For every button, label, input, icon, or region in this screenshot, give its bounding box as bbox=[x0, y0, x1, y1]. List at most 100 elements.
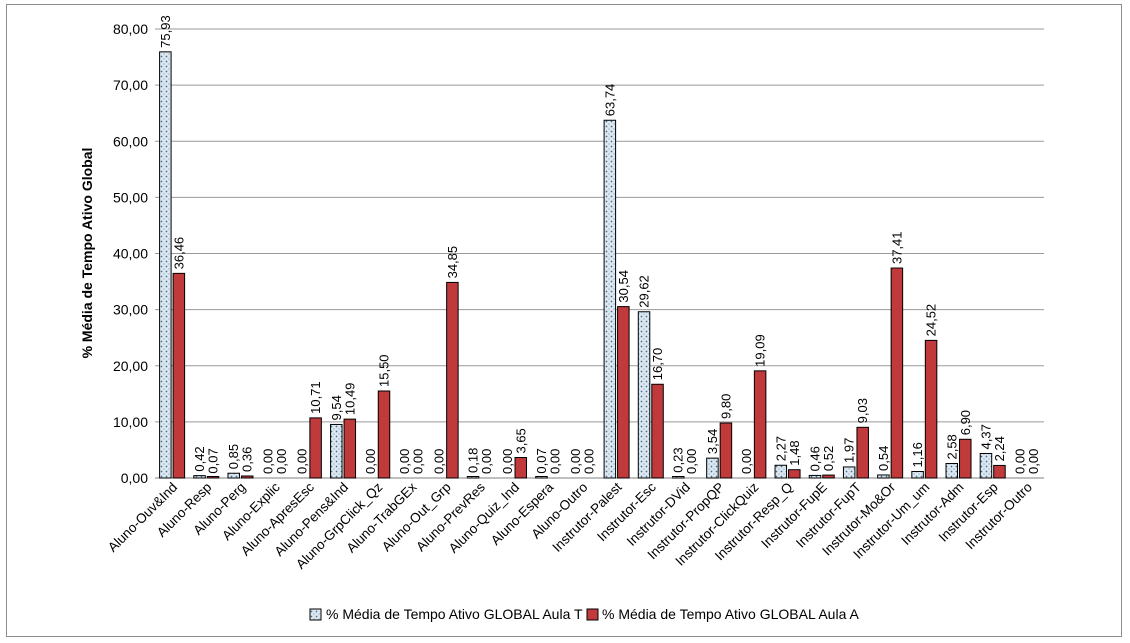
data-label: 63,74 bbox=[602, 84, 617, 117]
bar-aula-t bbox=[945, 463, 959, 479]
gridlines bbox=[155, 28, 1044, 479]
data-label: 0,00 bbox=[1026, 449, 1041, 474]
data-label: 36,46 bbox=[171, 237, 186, 270]
bar-aula-a bbox=[822, 474, 835, 479]
data-label: 2,58 bbox=[944, 434, 959, 459]
bars bbox=[159, 51, 1006, 479]
y-axis-ticks: 0,00 10,00 20,00 30,00 40,00 50,00 60,00 70,00 8… bbox=[113, 21, 148, 486]
data-label: 0,23 bbox=[671, 447, 686, 472]
bar-aula-t bbox=[159, 51, 172, 479]
data-label: 0,00 bbox=[582, 449, 597, 474]
data-label: 0,07 bbox=[206, 448, 221, 473]
data-label: 0,00 bbox=[295, 449, 310, 474]
data-label: 0,00 bbox=[431, 449, 446, 474]
bar-aula-a bbox=[788, 469, 801, 479]
x-axis-ticks: Aluno-Ouv&IndAluno-RespAluno-PergAluno-E… bbox=[105, 479, 1035, 572]
data-label: 37,41 bbox=[889, 231, 904, 264]
y-tick-label: 20,00 bbox=[113, 358, 148, 374]
data-label: 0,00 bbox=[500, 449, 515, 474]
y-tick-label: 40,00 bbox=[113, 246, 148, 262]
data-label: 0,00 bbox=[479, 449, 494, 474]
y-tick-label: 30,00 bbox=[113, 302, 148, 318]
data-label: 0,52 bbox=[821, 446, 836, 471]
legend-swatch-aula-t bbox=[309, 608, 322, 621]
data-label: 0,00 bbox=[684, 449, 699, 474]
legend-label-aula-a: % Média de Tempo Ativo GLOBAL Aula A bbox=[602, 606, 859, 622]
data-label: 29,62 bbox=[637, 275, 652, 308]
bar-aula-a bbox=[514, 457, 528, 479]
y-tick-label: 70,00 bbox=[113, 77, 148, 93]
bar-aula-t bbox=[330, 423, 343, 479]
data-label: 9,80 bbox=[718, 394, 733, 419]
data-label: 75,93 bbox=[158, 15, 173, 48]
bar-aula-t bbox=[774, 464, 788, 479]
bar-aula-a bbox=[753, 370, 767, 479]
y-tick-label: 10,00 bbox=[113, 414, 148, 430]
data-label: 0,00 bbox=[568, 449, 583, 474]
data-label: 3,65 bbox=[513, 428, 528, 453]
data-label: 2,24 bbox=[992, 436, 1007, 461]
bar-aula-a bbox=[240, 475, 254, 479]
data-label: 10,71 bbox=[308, 381, 323, 414]
bar-aula-a bbox=[377, 390, 391, 479]
data-label: 24,52 bbox=[924, 304, 939, 337]
data-label: 2,27 bbox=[773, 436, 788, 461]
bar-aula-a bbox=[309, 417, 322, 479]
data-label: 0,00 bbox=[1013, 449, 1028, 474]
data-label: 30,54 bbox=[616, 270, 631, 303]
bar-aula-t bbox=[637, 311, 651, 479]
data-label: 1,97 bbox=[842, 438, 857, 463]
bar-aula-a bbox=[343, 418, 357, 479]
bar-aula-t bbox=[877, 474, 890, 479]
bar-aula-t bbox=[227, 472, 240, 479]
data-label: 0,36 bbox=[240, 447, 255, 472]
data-label: 9,03 bbox=[855, 398, 870, 423]
data-label: 34,85 bbox=[445, 246, 460, 279]
data-label: 0,54 bbox=[876, 446, 891, 471]
bar-aula-t bbox=[979, 452, 993, 479]
bar-aula-a bbox=[924, 339, 938, 479]
data-label: 0,00 bbox=[363, 449, 378, 474]
data-label: 1,16 bbox=[910, 442, 925, 467]
data-label: 15,50 bbox=[377, 354, 392, 387]
y-tick-label: 80,00 bbox=[113, 21, 148, 37]
bar-aula-t bbox=[671, 476, 685, 479]
data-label: 16,70 bbox=[650, 348, 665, 381]
bar-aula-t bbox=[911, 470, 924, 479]
data-label: 9,54 bbox=[329, 395, 344, 420]
y-tick-label: 50,00 bbox=[113, 189, 148, 205]
legend: % Média de Tempo Ativo GLOBAL Aula T % M… bbox=[309, 606, 859, 622]
bar-aula-t bbox=[193, 475, 206, 479]
bar-aula-a bbox=[959, 438, 972, 479]
data-label: 0,00 bbox=[411, 449, 426, 474]
bar-aula-a bbox=[172, 272, 186, 479]
y-tick-label: 0,00 bbox=[121, 470, 148, 486]
data-label: 0,18 bbox=[466, 448, 481, 473]
legend-swatch-aula-a bbox=[586, 608, 599, 621]
data-label: 0,00 bbox=[397, 449, 412, 474]
data-label: 0,00 bbox=[260, 449, 275, 474]
bar-aula-a bbox=[719, 422, 733, 479]
chart-frame bbox=[6, 4, 1122, 637]
data-label: 0,00 bbox=[274, 449, 289, 474]
data-label: 1,48 bbox=[787, 440, 802, 465]
bar-aula-t bbox=[466, 476, 480, 479]
bar-aula-a bbox=[617, 306, 630, 479]
data-label: 6,90 bbox=[958, 410, 973, 435]
data-label: 0,00 bbox=[547, 449, 562, 474]
data-label: 3,54 bbox=[705, 429, 720, 454]
y-tick-label: 60,00 bbox=[113, 133, 148, 149]
data-label: 4,37 bbox=[978, 424, 993, 449]
bar-aula-a bbox=[890, 267, 904, 479]
bar-aula-t bbox=[808, 474, 822, 479]
bar-aula-t bbox=[706, 457, 719, 479]
bar-aula-t bbox=[842, 466, 856, 479]
bar-aula-a bbox=[856, 426, 869, 479]
data-label: 0,42 bbox=[192, 446, 207, 471]
bar-aula-t bbox=[603, 119, 617, 479]
data-label: 0,46 bbox=[808, 446, 823, 471]
bar-aula-a bbox=[446, 281, 459, 479]
data-label: 0,07 bbox=[534, 448, 549, 473]
